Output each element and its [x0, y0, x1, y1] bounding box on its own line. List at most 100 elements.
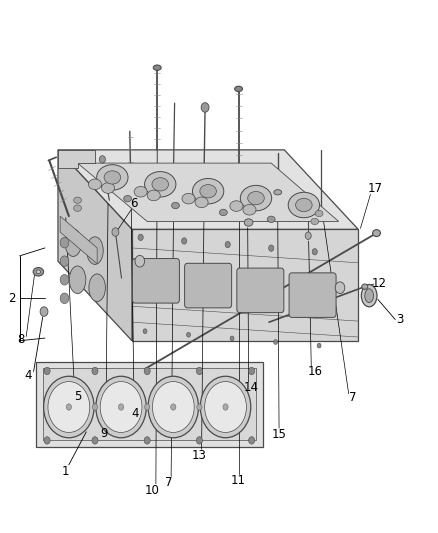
Ellipse shape	[335, 282, 345, 294]
Circle shape	[44, 367, 50, 375]
Text: 13: 13	[192, 449, 207, 462]
Ellipse shape	[152, 177, 169, 191]
Circle shape	[92, 367, 98, 375]
Ellipse shape	[147, 190, 160, 201]
Ellipse shape	[134, 187, 147, 197]
Circle shape	[152, 382, 194, 432]
Circle shape	[92, 437, 98, 444]
Circle shape	[44, 437, 50, 444]
Polygon shape	[43, 368, 256, 440]
Ellipse shape	[274, 340, 278, 344]
Ellipse shape	[182, 193, 195, 204]
Ellipse shape	[145, 172, 176, 197]
Ellipse shape	[315, 211, 323, 216]
Ellipse shape	[267, 216, 275, 222]
Circle shape	[96, 376, 146, 438]
Text: 2: 2	[8, 292, 16, 305]
Ellipse shape	[248, 191, 264, 205]
Circle shape	[171, 404, 176, 410]
Circle shape	[99, 156, 106, 163]
Ellipse shape	[362, 284, 368, 289]
Polygon shape	[58, 150, 95, 168]
Ellipse shape	[243, 205, 256, 215]
Ellipse shape	[195, 197, 208, 208]
Circle shape	[196, 437, 202, 444]
FancyBboxPatch shape	[289, 273, 336, 317]
FancyBboxPatch shape	[132, 259, 180, 303]
Circle shape	[249, 437, 254, 444]
Ellipse shape	[69, 266, 86, 294]
Circle shape	[40, 307, 48, 317]
Text: 16: 16	[307, 365, 322, 378]
Circle shape	[60, 237, 69, 248]
Ellipse shape	[65, 229, 81, 256]
Ellipse shape	[143, 329, 147, 334]
Circle shape	[92, 404, 98, 410]
Ellipse shape	[230, 201, 243, 212]
Polygon shape	[58, 150, 358, 229]
Ellipse shape	[268, 245, 274, 252]
FancyBboxPatch shape	[185, 263, 232, 308]
Ellipse shape	[33, 268, 44, 276]
Ellipse shape	[225, 241, 230, 248]
Ellipse shape	[135, 255, 145, 267]
Circle shape	[60, 256, 69, 266]
Ellipse shape	[317, 343, 321, 348]
Ellipse shape	[244, 219, 253, 226]
Polygon shape	[78, 163, 339, 221]
Polygon shape	[60, 216, 97, 264]
Ellipse shape	[192, 264, 224, 294]
Text: 8: 8	[17, 333, 24, 346]
Ellipse shape	[200, 184, 216, 198]
Ellipse shape	[88, 179, 102, 190]
Ellipse shape	[102, 183, 115, 193]
Circle shape	[100, 382, 142, 432]
Ellipse shape	[36, 270, 41, 273]
Circle shape	[48, 382, 90, 432]
Circle shape	[144, 367, 150, 375]
Circle shape	[200, 376, 251, 438]
Text: 7: 7	[349, 392, 357, 405]
Circle shape	[144, 437, 150, 444]
Circle shape	[196, 367, 202, 375]
Ellipse shape	[124, 196, 131, 202]
Ellipse shape	[230, 336, 234, 341]
Ellipse shape	[245, 269, 276, 299]
Ellipse shape	[373, 230, 381, 237]
Circle shape	[112, 228, 119, 236]
Ellipse shape	[153, 65, 161, 70]
Ellipse shape	[235, 86, 243, 92]
Circle shape	[197, 404, 202, 410]
Circle shape	[60, 293, 69, 304]
Circle shape	[66, 404, 71, 410]
Ellipse shape	[187, 333, 191, 337]
Ellipse shape	[219, 209, 227, 216]
Ellipse shape	[172, 203, 180, 209]
Text: 14: 14	[244, 381, 259, 394]
Text: 9: 9	[100, 427, 107, 440]
FancyBboxPatch shape	[237, 268, 284, 313]
Text: 5: 5	[74, 390, 81, 403]
Text: 1: 1	[62, 465, 70, 478]
Ellipse shape	[312, 248, 318, 255]
Circle shape	[201, 103, 209, 112]
Circle shape	[145, 404, 150, 410]
Ellipse shape	[240, 185, 272, 211]
Ellipse shape	[296, 198, 312, 212]
Text: 6: 6	[131, 197, 138, 211]
Text: 15: 15	[272, 428, 286, 441]
Ellipse shape	[288, 192, 320, 217]
Ellipse shape	[182, 238, 187, 244]
Ellipse shape	[311, 218, 319, 224]
Text: 7: 7	[165, 477, 173, 489]
Text: 4: 4	[132, 407, 139, 421]
Ellipse shape	[74, 197, 81, 204]
Text: 11: 11	[231, 474, 246, 487]
Ellipse shape	[365, 289, 374, 303]
Ellipse shape	[192, 179, 224, 204]
Circle shape	[223, 404, 228, 410]
Circle shape	[249, 367, 254, 375]
Circle shape	[305, 232, 311, 239]
Ellipse shape	[87, 237, 103, 264]
Circle shape	[44, 376, 94, 438]
